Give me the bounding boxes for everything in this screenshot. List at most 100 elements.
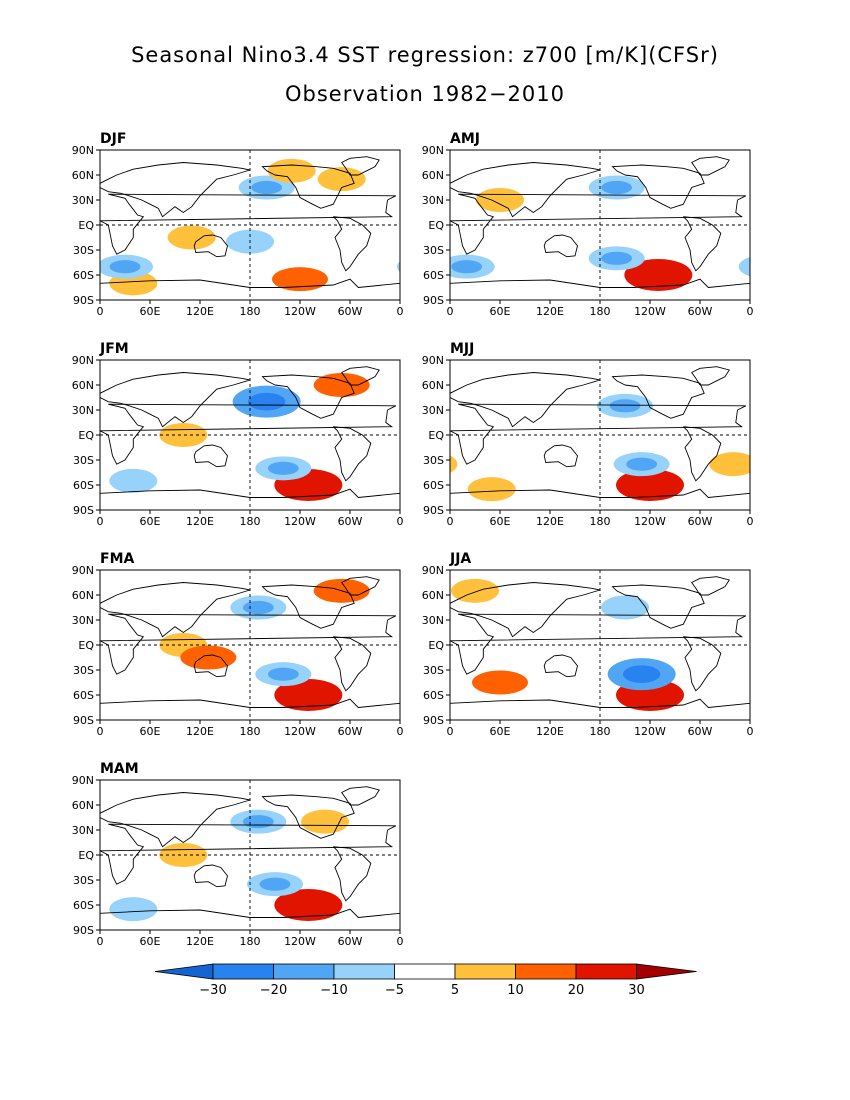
- continent-outlines: [100, 156, 400, 300]
- x-tick-label: 0: [747, 725, 754, 738]
- coastline: [450, 162, 601, 218]
- colorbar-label: −30: [199, 983, 226, 998]
- x-tick-label: 0: [97, 725, 104, 738]
- anomaly-blob: [574, 889, 642, 921]
- continent-outlines: [100, 786, 400, 930]
- panel-label: DJF: [100, 131, 126, 147]
- anomaly-core: [26, 378, 57, 391]
- y-tick-label: 90N: [72, 354, 94, 367]
- anomaly-core: [247, 392, 286, 411]
- coastline: [611, 584, 705, 629]
- x-tick-label: 120E: [536, 305, 564, 318]
- anomaly-core: [601, 180, 633, 195]
- panel-label: MAM: [100, 761, 139, 777]
- x-tick-label: 120W: [634, 725, 666, 738]
- y-tick-label: EQ: [428, 639, 444, 652]
- anomaly-core: [259, 877, 291, 891]
- colorbar-high-arrow: [636, 963, 697, 980]
- x-tick-label: 0: [97, 935, 104, 948]
- anomaly-blob: [476, 188, 524, 212]
- y-tick-label: 60N: [422, 379, 444, 392]
- y-tick-label: 90S: [73, 714, 94, 727]
- coastline: [100, 613, 397, 675]
- x-tick-label: 60W: [338, 935, 363, 948]
- coastline: [100, 372, 251, 428]
- continent-outlines: [100, 576, 400, 720]
- anomaly-blob: [167, 225, 216, 250]
- coastline: [691, 156, 730, 176]
- x-tick-label: 120E: [186, 725, 214, 738]
- y-tick-label: 90N: [422, 564, 444, 577]
- anomaly-blob: [0, 679, 42, 711]
- x-tick-label: 120W: [634, 515, 666, 528]
- anomaly-core: [326, 378, 358, 392]
- x-tick-label: 120W: [284, 935, 316, 948]
- coastline: [100, 823, 397, 885]
- coastline: [682, 426, 722, 482]
- colorbar-label: −20: [260, 983, 287, 998]
- anomaly-core: [26, 584, 57, 597]
- x-tick-label: 120W: [284, 305, 316, 318]
- colorbar-segment: [333, 963, 395, 980]
- anomaly-core: [543, 815, 574, 828]
- y-tick-label: 90S: [423, 294, 444, 307]
- coastline: [193, 444, 228, 468]
- coastline: [450, 613, 747, 675]
- anomaly-blob: [14, 579, 70, 603]
- anomaly-shading: [0, 158, 400, 296]
- y-tick-label: 30S: [423, 664, 444, 677]
- coastline: [100, 582, 251, 638]
- y-tick-label: 30N: [422, 404, 444, 417]
- coastline: [332, 426, 372, 482]
- y-tick-label: EQ: [78, 429, 94, 442]
- anomaly-blob: [0, 662, 11, 686]
- anomaly-blob: [751, 579, 799, 603]
- anomaly-blob: [601, 810, 649, 834]
- anomaly-blob: [397, 261, 400, 273]
- anomaly-core: [751, 260, 782, 273]
- coastline: [450, 193, 747, 255]
- anomaly-core: [601, 251, 633, 265]
- y-tick-label: 60N: [422, 169, 444, 182]
- anomaly-core: [242, 815, 274, 829]
- x-tick-label: 0: [447, 515, 454, 528]
- anomaly-blob: [267, 158, 316, 183]
- x-tick-label: 0: [747, 305, 754, 318]
- colorbar-segment: [515, 963, 577, 980]
- anomaly-blob: [467, 477, 516, 502]
- x-tick-label: 180: [590, 305, 611, 318]
- x-tick-label: 60W: [688, 305, 713, 318]
- coastline: [193, 234, 228, 258]
- continent-outlines: [450, 366, 750, 510]
- anomaly-blob: [109, 897, 158, 922]
- x-tick-label: 120E: [536, 515, 564, 528]
- anomaly-blob: [0, 159, 16, 183]
- coastline: [341, 786, 380, 806]
- x-tick-label: 120E: [186, 935, 214, 948]
- chart-subtitle: Observation 1982−2010: [285, 82, 565, 106]
- anomaly-blob: [601, 595, 649, 620]
- anomaly-blob: [109, 468, 158, 493]
- anomaly-core: [289, 686, 328, 704]
- panel-label: JFM: [99, 341, 129, 357]
- anomaly-core: [631, 686, 669, 704]
- coastline: [543, 444, 578, 468]
- anomaly-blob: [159, 843, 208, 867]
- anomaly-blob: [317, 167, 366, 192]
- anomaly-core: [0, 896, 27, 914]
- anomaly-core: [267, 461, 299, 475]
- colorbar-low-arrow: [154, 963, 214, 980]
- anomaly-blob: [547, 872, 603, 896]
- coastline: [193, 864, 228, 888]
- x-tick-label: 120W: [284, 515, 316, 528]
- anomaly-core: [267, 667, 299, 681]
- x-tick-label: 60E: [140, 725, 161, 738]
- anomaly-core: [609, 399, 641, 413]
- anomaly-core: [622, 665, 661, 683]
- anomaly-blob: [738, 257, 750, 277]
- x-tick-label: 60E: [490, 725, 511, 738]
- anomaly-core: [192, 650, 224, 665]
- anomaly-core: [289, 476, 328, 494]
- y-tick-label: 60S: [423, 269, 444, 282]
